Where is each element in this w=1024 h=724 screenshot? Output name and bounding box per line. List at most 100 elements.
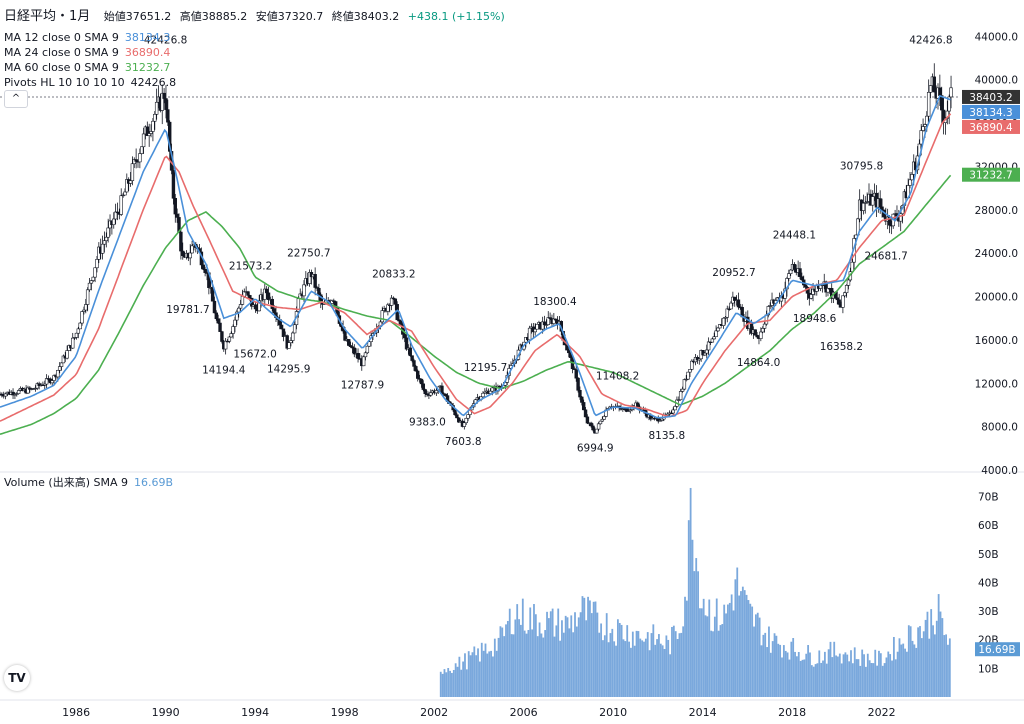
volume-bar	[501, 627, 504, 697]
volume-bar	[479, 661, 481, 697]
indicator-label: MA 60 close 0 SMA 9	[4, 61, 119, 74]
volume-bar	[449, 670, 451, 697]
time-tick-label: 2018	[778, 706, 806, 719]
candle-body	[141, 133, 146, 148]
volume-bar	[477, 648, 479, 697]
volume-bar	[909, 626, 912, 697]
volume-bar	[738, 595, 741, 697]
candle-body	[229, 333, 233, 338]
pivot-label: 20952.7	[712, 267, 755, 279]
volume-bar	[499, 626, 502, 697]
indicator-value: 38134.3	[124, 31, 171, 44]
volume-bar	[518, 619, 520, 697]
volume-label: Volume (出来高) SMA 9	[4, 476, 128, 489]
volume-bar	[473, 646, 476, 697]
candle-body	[697, 358, 702, 361]
candle-body	[596, 423, 601, 430]
price-tag	[962, 119, 1020, 134]
candle-body	[227, 336, 232, 342]
volume-bar	[727, 604, 729, 697]
candle-body	[149, 131, 153, 134]
volume-bar	[441, 673, 444, 697]
pivot-label: 19781.7	[166, 304, 209, 316]
indicator-legend-pivots[interactable]: Pivots HL 10 10 10 10 42426.8	[4, 76, 176, 89]
time-tick-label: 1986	[62, 706, 90, 719]
tradingview-logo[interactable]: TV	[4, 665, 30, 691]
candle-body	[546, 317, 550, 325]
time-tick-label: 2022	[868, 706, 896, 719]
candle-body	[408, 347, 412, 356]
volume-bar	[797, 651, 800, 697]
volume-bar	[609, 633, 612, 697]
candle-body	[93, 267, 97, 278]
volume-bar	[439, 671, 442, 697]
volume-bar	[654, 644, 657, 697]
candle-body	[263, 288, 267, 300]
candle-body	[552, 318, 556, 324]
candle-body	[179, 231, 183, 252]
volume-legend[interactable]: Volume (出来高) SMA 9 16.69B	[4, 476, 173, 489]
candle-body	[104, 236, 108, 241]
symbol-title[interactable]: 日経平均・1月	[4, 9, 91, 24]
pivot-label: 11408.2	[596, 371, 639, 383]
pivot-label: 12787.9	[341, 380, 384, 392]
volume-bar	[840, 663, 843, 697]
indicator-legend-ma24[interactable]: MA 24 close 0 SMA 9 36890.4	[4, 46, 170, 59]
candle-body	[352, 347, 357, 355]
candle-body	[91, 276, 95, 281]
candle-body	[673, 406, 677, 411]
candle-body	[846, 279, 851, 286]
candle-body	[841, 295, 845, 308]
volume-bar	[853, 647, 856, 697]
volume-bar	[579, 612, 582, 697]
candle-body	[16, 390, 21, 394]
volume-bar	[781, 657, 783, 697]
pivot-label: 22750.7	[287, 248, 330, 260]
volume-bar	[613, 641, 616, 697]
volume-bar	[794, 651, 796, 697]
candle-body	[455, 414, 459, 419]
low-value: 安値37320.7	[255, 10, 324, 23]
volume-bar	[904, 648, 906, 697]
candle-body	[393, 298, 398, 305]
volume-bar	[658, 634, 660, 697]
candle-body	[669, 412, 674, 415]
candle-body	[466, 414, 470, 419]
indicator-legend-ma12[interactable]: MA 12 close 0 SMA 9 38134.3	[4, 31, 170, 44]
volume-bar	[555, 625, 558, 697]
volume-bar	[531, 629, 534, 697]
time-tick-label: 2010	[599, 706, 627, 719]
candle-body	[712, 336, 716, 340]
volume-bar	[810, 665, 813, 697]
candle-body	[826, 288, 830, 293]
price-tag	[962, 89, 1020, 104]
candle-body	[181, 250, 185, 256]
collapse-legend-button[interactable]: ^	[4, 90, 28, 108]
candle-body	[166, 109, 170, 123]
candle-body	[380, 310, 384, 323]
volume-bar	[885, 657, 888, 697]
candle-body	[253, 304, 258, 310]
candle-body	[248, 295, 252, 299]
volume-bar	[540, 633, 543, 697]
candle-body	[940, 95, 944, 111]
candle-body	[162, 92, 166, 99]
candle-body	[706, 341, 711, 351]
volume-bar	[782, 645, 785, 697]
volume-bar	[628, 641, 630, 697]
price-tag-label: 38403.2	[969, 92, 1012, 104]
volume-bar	[756, 612, 759, 697]
volume-bar	[456, 666, 459, 697]
volume-bar	[633, 645, 636, 697]
volume-bar	[874, 649, 877, 697]
volume-bar	[589, 600, 591, 697]
volume-bar	[503, 636, 506, 697]
candle-body	[100, 243, 105, 254]
candle-body	[788, 269, 793, 274]
volume-bar	[812, 666, 815, 697]
candle-body	[119, 195, 123, 215]
indicator-legend-ma60[interactable]: MA 60 close 0 SMA 9 31232.7	[4, 61, 170, 74]
ohlc-legend: 日経平均・1月 始値37651.2 高値38885.2 安値37320.7 終値…	[4, 10, 510, 23]
candle-body	[947, 96, 951, 112]
